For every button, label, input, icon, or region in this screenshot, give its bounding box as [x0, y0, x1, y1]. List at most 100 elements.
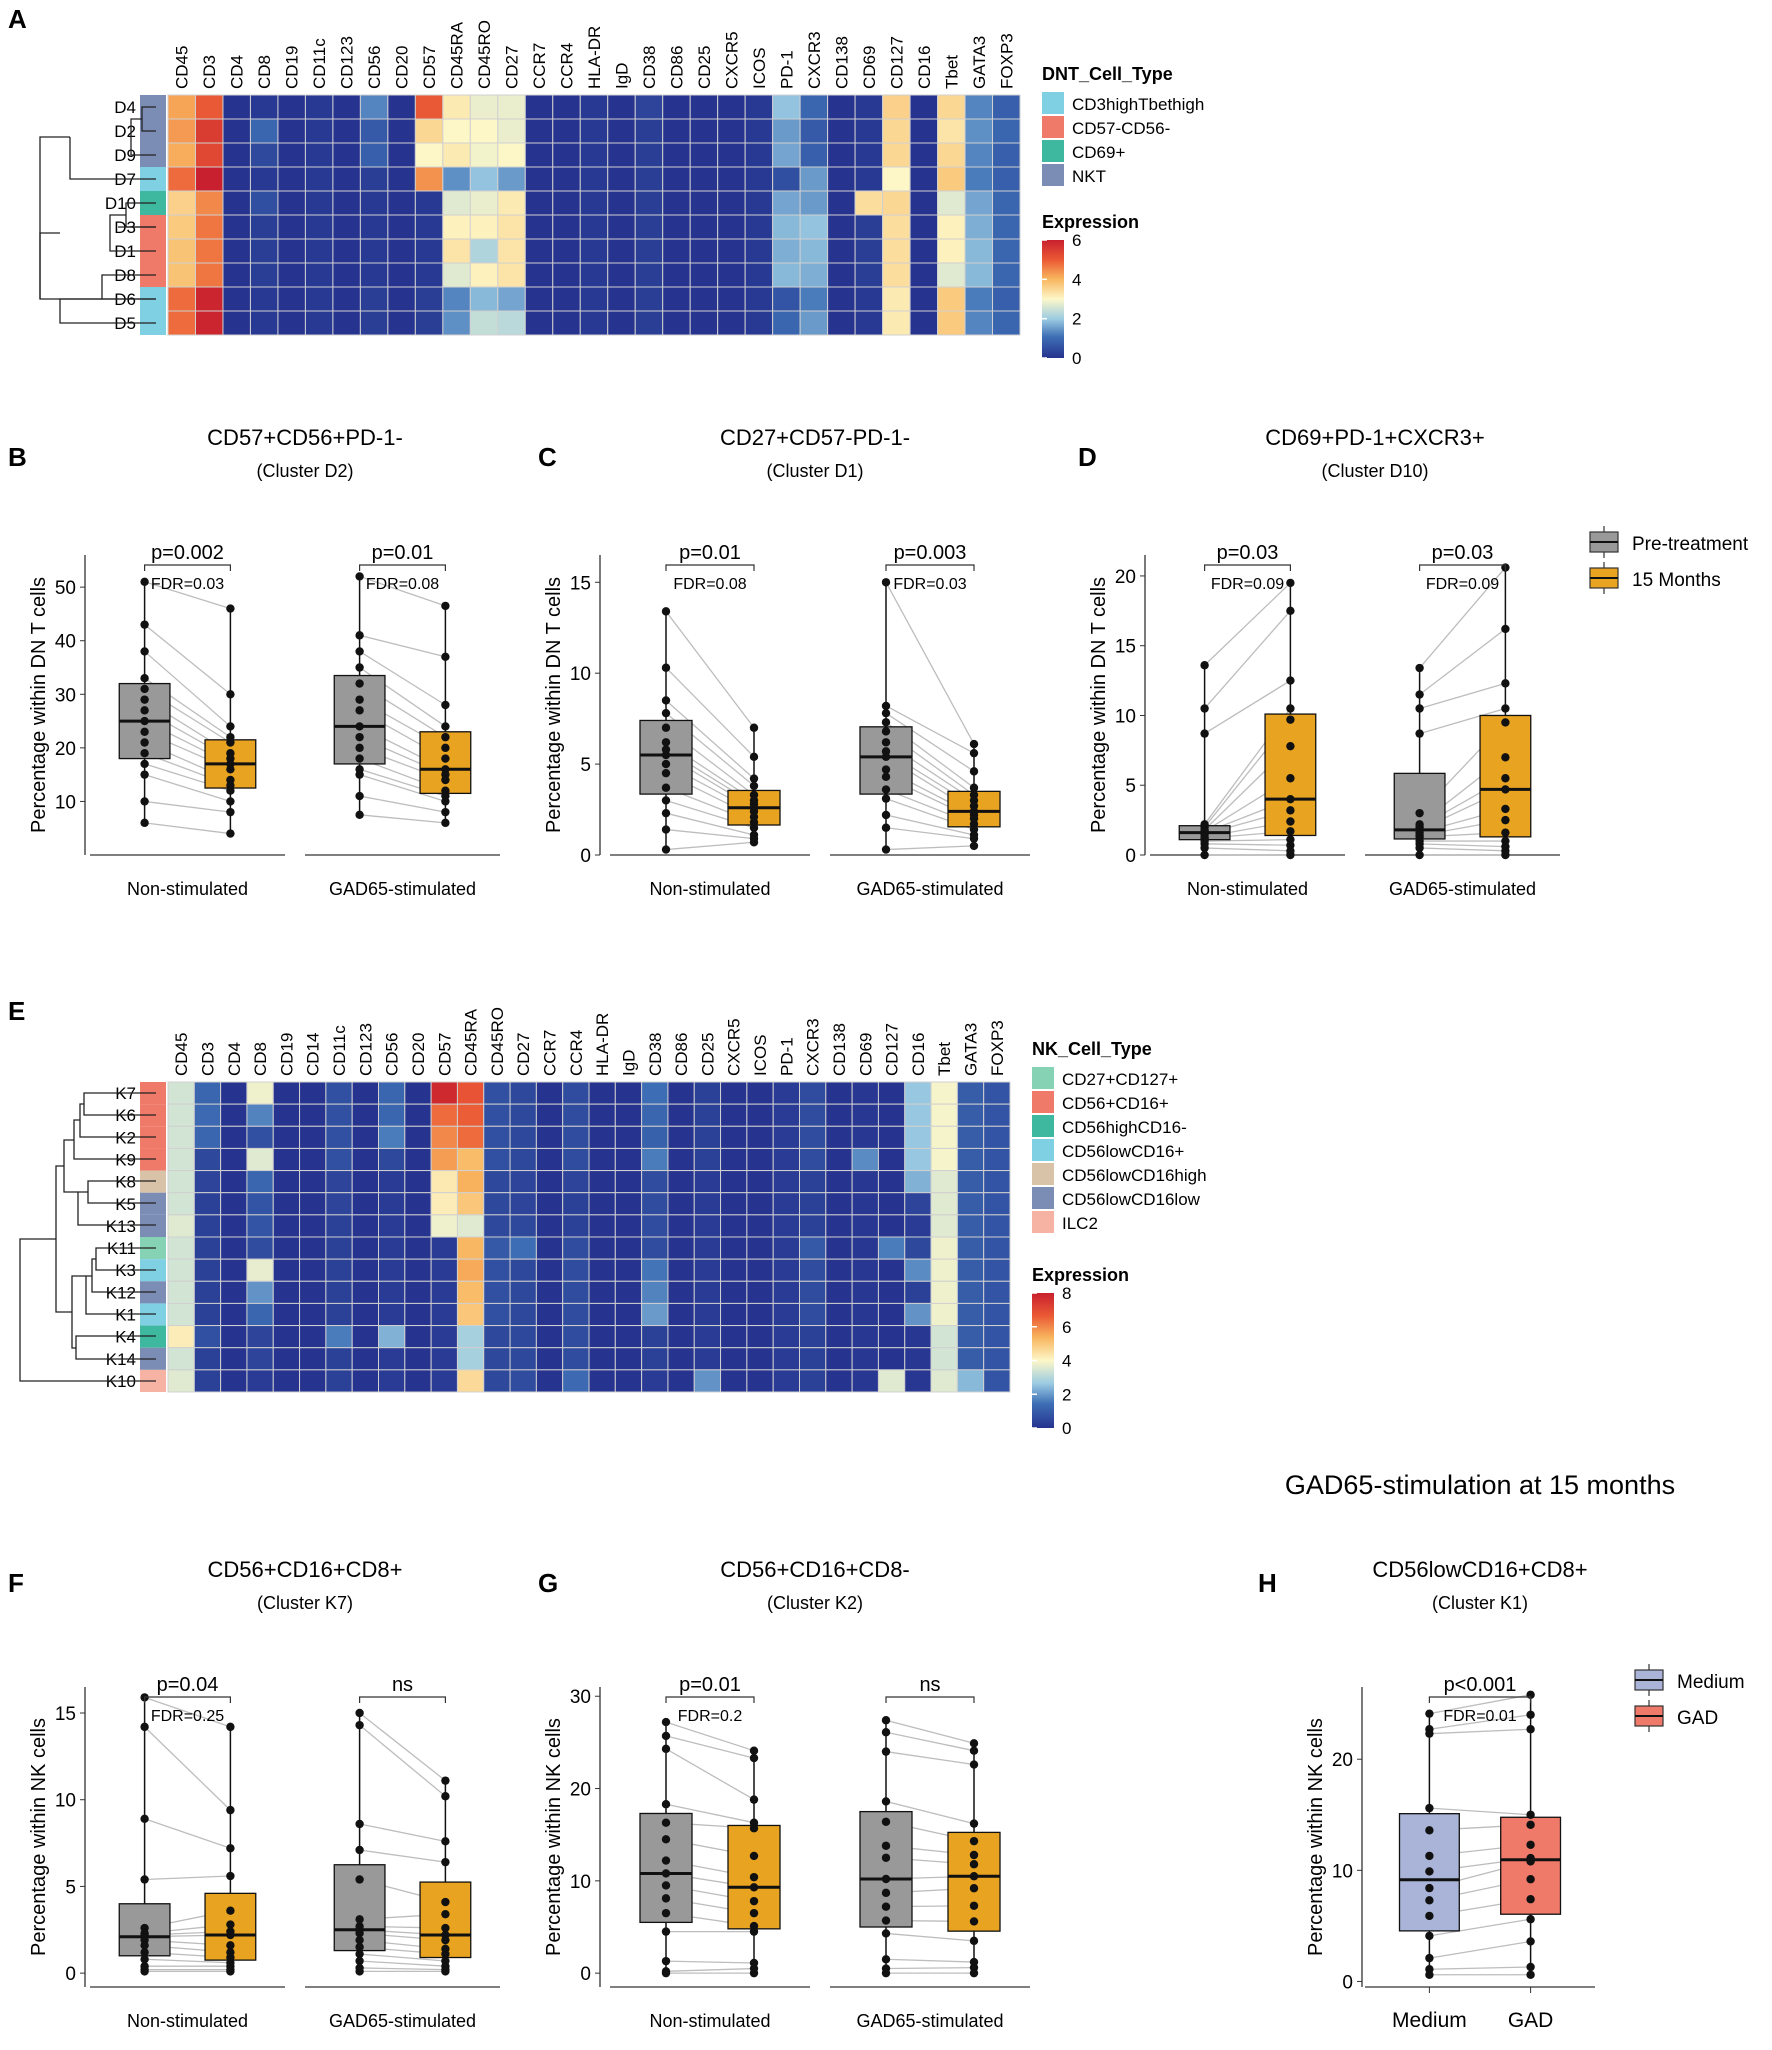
- heatmap-cell: [854, 166, 884, 192]
- heatmap-cell: [246, 1347, 274, 1371]
- column-label: CD27: [514, 1033, 533, 1076]
- heatmap-cell: [552, 214, 581, 240]
- heatmap-cell: [456, 1369, 485, 1393]
- heatmap-cell: [641, 1325, 669, 1349]
- heatmap-cell: [937, 214, 966, 240]
- heatmap-cell: [717, 262, 746, 288]
- heatmap-cell: [272, 1081, 301, 1105]
- heatmap-cell: [351, 1081, 379, 1105]
- data-point: [355, 791, 364, 801]
- data-point: [1286, 676, 1295, 685]
- pair-line: [885, 1731, 975, 1752]
- heatmap-cell: [607, 94, 636, 120]
- y-tick-label: 20: [570, 1780, 591, 1801]
- data-point: [1415, 843, 1424, 853]
- heatmap-cell: [535, 1214, 564, 1238]
- data-point: [1286, 704, 1295, 713]
- data-point: [441, 1857, 450, 1867]
- heatmap-cell: [535, 1147, 564, 1172]
- boxplot-C: CD27+CD57-PD-1- (Cluster D1) Percentage wi…: [543, 425, 1030, 899]
- heatmap-cell: [904, 1125, 932, 1149]
- heatmap-cell: [693, 1192, 722, 1216]
- data-point: [355, 1929, 364, 1938]
- data-point: [1526, 1875, 1535, 1884]
- heatmap-cell: [277, 142, 306, 168]
- heatmap-cell: [430, 1369, 458, 1393]
- heatmap-cell: [964, 262, 994, 288]
- heatmap-cell: [909, 214, 939, 240]
- heatmap-cell: [689, 94, 719, 120]
- heatmap-cell: [689, 286, 719, 312]
- data-point: [881, 1968, 891, 1978]
- column-label: CD4: [225, 1042, 244, 1076]
- p-value-label: p<0.001: [1444, 1674, 1517, 1696]
- heatmap-cell: [956, 1103, 985, 1127]
- heatmap-cell: [167, 1280, 195, 1304]
- heatmap-cell: [662, 238, 691, 264]
- heatmap-cell: [456, 1192, 485, 1216]
- heatmap-cell: [662, 286, 691, 312]
- data-point: [1501, 753, 1510, 762]
- heatmap-cell: [667, 1103, 695, 1127]
- heatmap-cell: [799, 1325, 827, 1349]
- column-label: CD69: [860, 46, 879, 89]
- heatmap-cell: [469, 190, 499, 216]
- heatmap-cell: [325, 1214, 353, 1238]
- heatmap-cell: [299, 1258, 327, 1282]
- heatmap-cell: [167, 1125, 195, 1149]
- heatmap-cell: [272, 1214, 301, 1238]
- data-point: [661, 723, 671, 732]
- legend-label: Pre-treatment: [1632, 534, 1749, 555]
- heatmap-cell: [272, 1369, 301, 1393]
- heatmap-cell: [579, 190, 609, 216]
- significance-bracket: [665, 564, 755, 571]
- heatmap-cell: [930, 1302, 958, 1327]
- heatmap-cell: [667, 1325, 695, 1349]
- heatmap-cell: [414, 238, 444, 264]
- heatmap-cell: [325, 1325, 353, 1349]
- heatmap-cell: [469, 214, 499, 240]
- heatmap-cell: [641, 1103, 669, 1127]
- data-point: [1425, 1931, 1434, 1941]
- column-label: CD56: [365, 46, 384, 89]
- pair-line: [665, 1967, 755, 1972]
- heatmap-cell: [854, 142, 884, 168]
- heatmap-cell: [956, 1369, 985, 1393]
- facet-label: Non-stimulated: [127, 2011, 248, 2031]
- heatmap-cell: [497, 238, 526, 264]
- heatmap-cell: [904, 1325, 932, 1349]
- heatmap-cell: [509, 1147, 537, 1172]
- heatmap-cell: [509, 1302, 537, 1327]
- heatmap-cell: [877, 1302, 906, 1327]
- heatmap-cell: [825, 1347, 853, 1371]
- column-label: CCR7: [541, 1030, 560, 1076]
- heatmap-cell: [249, 214, 279, 240]
- heatmap-cell: [851, 1081, 879, 1105]
- heatmap-cell: [220, 1325, 248, 1349]
- heatmap-cell: [299, 1214, 327, 1238]
- y-tick-label: 0: [580, 846, 591, 867]
- data-point: [1526, 1710, 1535, 1719]
- color-scale-bar: [1032, 1293, 1054, 1428]
- data-point: [1526, 1725, 1535, 1734]
- data-point: [749, 1746, 759, 1755]
- heatmap-cell: [442, 286, 471, 312]
- heatmap-cell: [992, 238, 1021, 264]
- heatmap-cell: [744, 190, 774, 216]
- data-point: [355, 1967, 364, 1976]
- data-point: [749, 1883, 759, 1892]
- data-point: [881, 1797, 891, 1806]
- heatmap-cell: [992, 166, 1021, 192]
- data-point: [881, 1902, 891, 1911]
- y-tick-label: 40: [55, 632, 76, 653]
- heatmap-cell: [662, 142, 691, 168]
- heatmap-cell: [827, 142, 856, 168]
- heatmap-cell: [693, 1170, 722, 1194]
- row-label: K12: [106, 1283, 136, 1302]
- heatmap-cell: [799, 190, 829, 216]
- row-label: K5: [115, 1195, 136, 1214]
- heatmap-cell: [359, 238, 389, 264]
- heatmap-cell: [689, 142, 719, 168]
- heatmap-cell: [430, 1325, 458, 1349]
- heatmap-cell: [662, 190, 691, 216]
